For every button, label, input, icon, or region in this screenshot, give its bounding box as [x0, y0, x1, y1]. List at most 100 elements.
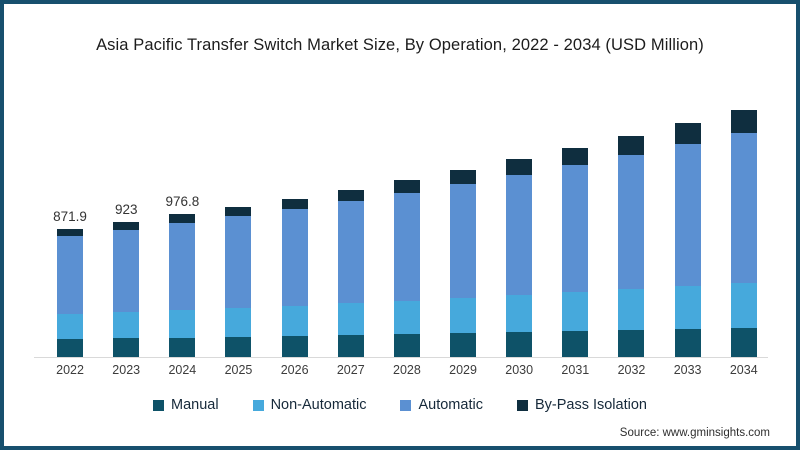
bar-2033-segment-non-automatic	[674, 286, 701, 329]
bar-column-2031	[547, 100, 603, 357]
bar-column-2032	[603, 100, 659, 357]
bar-2026-segment-manual	[281, 335, 308, 357]
bar-2025	[225, 206, 252, 357]
bar-2032-segment-automatic	[618, 155, 645, 290]
bar-2027-segment-by-pass-isolation	[337, 189, 364, 202]
bar-2024-segment-non-automatic	[169, 310, 196, 338]
bar-2027-segment-non-automatic	[337, 303, 364, 335]
bar-2034-segment-by-pass-isolation	[730, 109, 757, 134]
x-axis-label-2032: 2032	[617, 363, 646, 377]
bar-2029-segment-non-automatic	[450, 297, 477, 334]
x-axis-label-2028: 2028	[393, 363, 421, 377]
legend-item-manual: Manual	[153, 397, 219, 413]
x-axis-label-2022: 2022	[56, 363, 84, 377]
bar-2033-segment-automatic	[674, 144, 701, 286]
bar-column-2033	[660, 100, 716, 357]
bar-2030-segment-manual	[506, 332, 533, 357]
legend-swatch-icon	[516, 399, 528, 411]
bar-2030-segment-by-pass-isolation	[506, 159, 533, 176]
bar-2026	[281, 198, 308, 357]
legend-swatch-icon	[252, 399, 264, 411]
bar-2028	[393, 180, 420, 357]
x-axis-label-2034: 2034	[729, 363, 758, 377]
bar-2030-segment-automatic	[506, 175, 533, 296]
bar-column-2034	[716, 100, 772, 357]
bar-column-2027	[323, 100, 379, 357]
bar-2029-segment-manual	[450, 333, 477, 357]
bar-2023-segment-by-pass-isolation	[113, 221, 140, 230]
x-axis-label-2030: 2030	[505, 363, 534, 377]
bar-2032-segment-manual	[618, 330, 645, 357]
legend-label: By-Pass Isolation	[534, 397, 647, 413]
bar-column-2028	[379, 100, 435, 357]
bar-2029-segment-automatic	[450, 183, 477, 298]
bar-2032-segment-non-automatic	[618, 289, 645, 331]
bar-2028-segment-manual	[393, 334, 420, 357]
bar-2034-segment-automatic	[730, 133, 757, 283]
bar-2031-segment-non-automatic	[562, 292, 589, 332]
bar-2028-segment-automatic	[393, 192, 420, 301]
bar-2022-segment-by-pass-isolation	[57, 229, 84, 237]
x-axis-label-2027: 2027	[336, 363, 365, 377]
bar-2022-segment-non-automatic	[57, 314, 84, 339]
bar-2034	[730, 109, 757, 357]
bar-column-2023: 923	[98, 100, 154, 357]
bar-2023-segment-manual	[113, 338, 140, 357]
bar-2027-segment-automatic	[337, 201, 364, 304]
bar-column-2024: 976.8	[154, 100, 210, 357]
x-axis-label-2033: 2033	[673, 363, 702, 377]
x-axis-label-2024: 2024	[168, 363, 197, 377]
bar-2031-segment-by-pass-isolation	[562, 148, 589, 166]
bar-value-label-2024: 976.8	[165, 194, 200, 210]
bar-2033-segment-manual	[674, 329, 701, 357]
bar-2027	[337, 189, 364, 357]
bar-2030	[506, 159, 533, 357]
bar-2023-segment-non-automatic	[113, 312, 140, 339]
bar-2025-segment-non-automatic	[225, 307, 252, 337]
legend-label: Non-Automatic	[270, 397, 367, 413]
legend-label: Manual	[171, 397, 219, 413]
bar-2031-segment-manual	[562, 331, 589, 357]
bar-2029-segment-by-pass-isolation	[450, 169, 477, 184]
bar-2025-segment-automatic	[225, 216, 252, 308]
x-axis-labels: 2022 2023 2024 2025 2026 2027 2028 2029 2030 2031…	[42, 363, 772, 377]
bar-2026-segment-automatic	[281, 209, 308, 306]
x-axis-label-2026: 2026	[280, 363, 309, 377]
bar-2022	[57, 229, 84, 357]
x-axis-label-2029: 2029	[449, 363, 477, 377]
bar-2029	[450, 169, 477, 357]
bar-2024-segment-by-pass-isolation	[169, 214, 196, 224]
bar-column-2026	[267, 100, 323, 357]
bar-2026-segment-non-automatic	[281, 305, 308, 336]
chart-legend: Manual Non-Automatic Automatic By-Pass Isol…	[4, 397, 796, 413]
legend-swatch-icon	[153, 399, 164, 411]
bar-column-2030	[491, 100, 547, 357]
bar-2031	[562, 148, 589, 357]
bar-2034-segment-manual	[730, 327, 757, 357]
bar-2031-segment-automatic	[562, 165, 589, 293]
bar-2023-segment-automatic	[113, 229, 140, 313]
legend-swatch-icon	[400, 399, 412, 411]
x-axis-label-2023: 2023	[112, 363, 141, 377]
bar-2028-segment-by-pass-isolation	[393, 180, 420, 193]
bar-value-label-2022: 871.9	[53, 209, 87, 225]
bar-2024-segment-automatic	[169, 223, 196, 310]
chart-title: Asia Pacific Transfer Switch Market Size…	[96, 36, 704, 54]
source-credit: Source: www.gminsights.com	[619, 427, 770, 439]
bar-column-2029	[435, 100, 491, 357]
bar-2024	[169, 214, 196, 357]
bar-2028-segment-non-automatic	[393, 300, 420, 335]
bar-2027-segment-manual	[337, 335, 364, 357]
bar-column-2022: 871.9	[42, 100, 98, 357]
legend-item-by-pass-isolation: By-Pass Isolation	[516, 397, 647, 413]
legend-label: Automatic	[418, 397, 483, 413]
bar-2032-segment-by-pass-isolation	[618, 136, 645, 156]
bar-2023	[113, 221, 140, 357]
bar-2032	[618, 136, 645, 357]
bar-2022-segment-automatic	[57, 236, 84, 315]
legend-item-non-automatic: Non-Automatic	[252, 397, 367, 413]
bar-2030-segment-non-automatic	[506, 295, 533, 333]
bar-column-2025	[210, 100, 266, 357]
plot-area: 871.9 923 976.8	[42, 100, 772, 357]
